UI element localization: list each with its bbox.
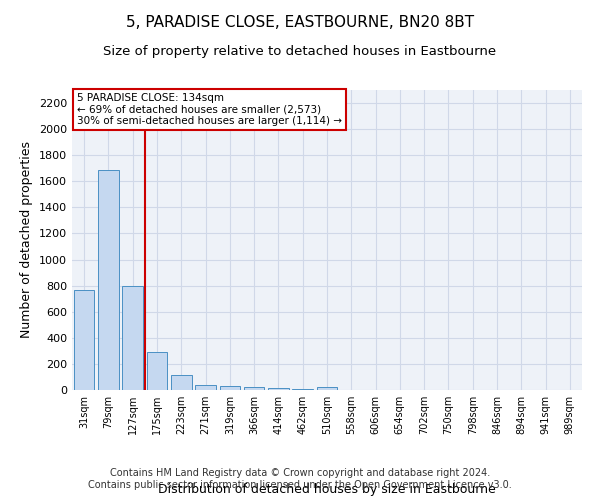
Bar — [98, 170, 119, 390]
Text: Contains HM Land Registry data © Crown copyright and database right 2024.
Contai: Contains HM Land Registry data © Crown c… — [88, 468, 512, 490]
Bar — [268, 388, 289, 390]
Y-axis label: Number of detached properties: Number of detached properties — [20, 142, 34, 338]
Bar — [244, 387, 265, 390]
Bar — [122, 286, 143, 390]
X-axis label: Distribution of detached houses by size in Eastbourne: Distribution of detached houses by size … — [158, 483, 496, 496]
Bar — [171, 375, 191, 390]
Bar — [74, 290, 94, 390]
Text: 5, PARADISE CLOSE, EASTBOURNE, BN20 8BT: 5, PARADISE CLOSE, EASTBOURNE, BN20 8BT — [126, 15, 474, 30]
Text: Size of property relative to detached houses in Eastbourne: Size of property relative to detached ho… — [103, 45, 497, 58]
Bar — [146, 352, 167, 390]
Bar — [317, 386, 337, 390]
Bar — [195, 384, 216, 390]
Bar — [220, 386, 240, 390]
Text: 5 PARADISE CLOSE: 134sqm
← 69% of detached houses are smaller (2,573)
30% of sem: 5 PARADISE CLOSE: 134sqm ← 69% of detach… — [77, 93, 342, 126]
